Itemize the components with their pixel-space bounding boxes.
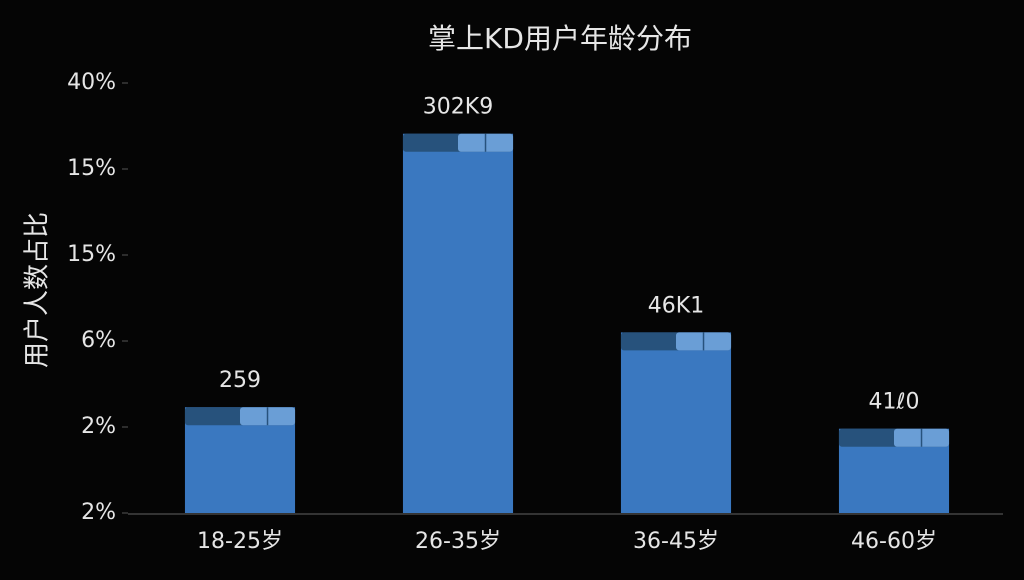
y-tick-label: 15% xyxy=(67,242,116,267)
y-axis-label: 用户人数占比 xyxy=(23,212,53,368)
y-tick-label: 6% xyxy=(81,328,116,353)
x-tick-label: 18-25岁 xyxy=(197,529,283,554)
bar-annotation: 46K1 xyxy=(648,293,704,318)
x-tick-label: 26-35岁 xyxy=(415,529,501,554)
x-tick-label: 36-45岁 xyxy=(633,529,719,554)
chart-title: 掌上KD用户年龄分布 xyxy=(428,22,692,55)
y-tick-label: 2% xyxy=(81,414,116,439)
y-tick-label: 2% xyxy=(81,500,116,525)
bar xyxy=(620,332,732,513)
bar xyxy=(402,133,514,514)
x-tick-label: 46-60岁 xyxy=(851,529,937,554)
y-tick-label: 40% xyxy=(67,70,116,95)
bar-annotation: 302K9 xyxy=(423,95,493,120)
bar-annotation: 259 xyxy=(219,368,261,393)
y-tick-label: 15% xyxy=(67,156,116,181)
bar-annotation: 41ℓ0 xyxy=(868,390,919,415)
